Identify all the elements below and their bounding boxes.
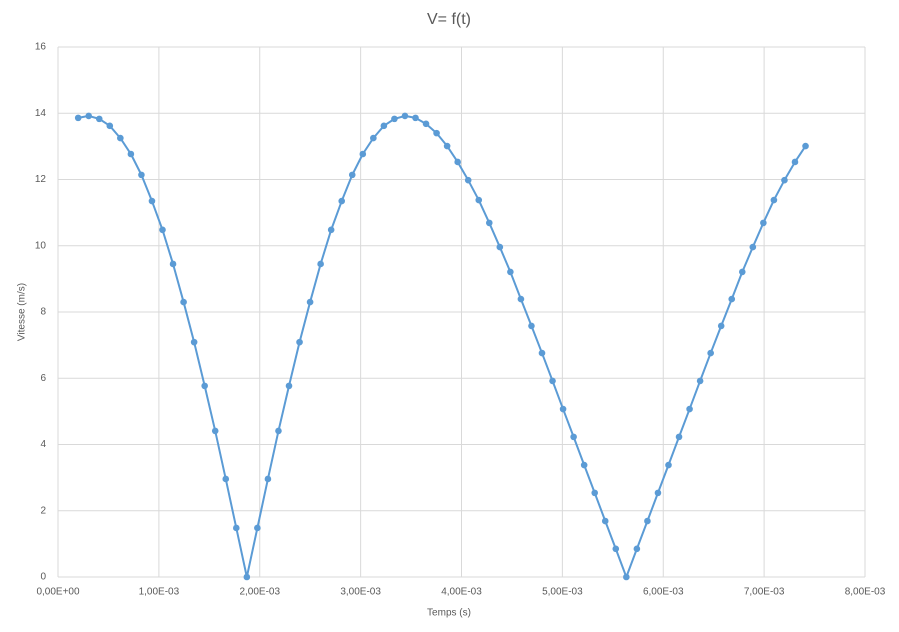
data-point: [306, 298, 314, 306]
data-point: [570, 433, 577, 441]
data-point: [391, 115, 398, 123]
y-tick-label: 10: [35, 240, 47, 251]
data-point: [359, 150, 367, 158]
data-point: [222, 475, 230, 483]
data-point: [380, 122, 388, 130]
data-point: [370, 134, 377, 142]
data-point: [633, 545, 641, 553]
data-point: [412, 114, 419, 122]
x-tick-label: 2,00E-03: [239, 587, 280, 598]
data-point: [580, 461, 588, 469]
data-point: [464, 176, 472, 184]
y-tick-label: 16: [35, 42, 47, 53]
data-point: [665, 461, 672, 469]
data-point: [686, 405, 693, 413]
y-axis-label: Vitesse (m/s): [17, 283, 28, 341]
data-point: [623, 573, 630, 581]
data-point: [675, 433, 683, 441]
y-tick-label: 6: [40, 373, 46, 384]
data-point: [148, 197, 156, 205]
y-tick-label: 4: [40, 439, 46, 450]
data-point: [401, 112, 409, 120]
data-point: [243, 573, 251, 581]
y-tick-label: 0: [40, 572, 46, 583]
data-point: [117, 134, 124, 142]
y-tick-label: 8: [40, 307, 46, 318]
data-point: [296, 338, 303, 346]
data-point: [127, 150, 135, 158]
data-point: [612, 545, 620, 553]
x-tick-label: 8,00E-03: [845, 587, 886, 598]
data-point: [601, 517, 609, 525]
data-point: [180, 298, 187, 306]
data-point: [254, 524, 261, 532]
data-point: [728, 295, 736, 303]
data-point: [232, 524, 240, 532]
y-tick-label: 12: [35, 174, 47, 185]
data-point: [496, 243, 504, 251]
data-point: [138, 171, 145, 179]
data-point: [169, 260, 177, 268]
data-point: [201, 382, 208, 390]
x-tick-label: 4,00E-03: [441, 587, 482, 598]
series-line: [77, 114, 807, 578]
x-tick-label: 5,00E-03: [542, 587, 583, 598]
data-point: [791, 158, 799, 166]
data-point: [95, 115, 103, 123]
x-tick-label: 3,00E-03: [340, 587, 381, 598]
chart-title: V= f(t): [427, 11, 471, 28]
data-point: [760, 219, 767, 227]
x-tick-label: 6,00E-03: [643, 587, 684, 598]
data-point: [517, 295, 525, 303]
data-point: [159, 226, 166, 234]
data-point: [443, 142, 451, 150]
data-point: [528, 322, 535, 330]
x-tick-label: 0,00E+00: [36, 587, 80, 598]
data-point: [738, 268, 746, 276]
data-point: [85, 112, 93, 120]
data-point: [696, 377, 704, 385]
data-point: [770, 196, 778, 204]
data-point: [190, 338, 198, 346]
data-point: [802, 142, 809, 150]
data-point: [422, 120, 430, 128]
data-point: [211, 427, 219, 435]
data-point: [591, 489, 599, 497]
data-point: [338, 197, 346, 205]
data-point: [348, 171, 356, 179]
data-point: [106, 122, 114, 130]
data-point: [454, 158, 461, 166]
data-point: [485, 219, 493, 227]
data-point: [264, 475, 272, 483]
data-point: [74, 114, 82, 122]
data-point: [559, 405, 567, 413]
data-point: [781, 176, 788, 184]
x-tick-label: 7,00E-03: [744, 587, 785, 598]
data-point: [285, 382, 293, 390]
data-point: [717, 322, 725, 330]
data-point: [644, 517, 651, 525]
data-point: [475, 196, 483, 204]
data-point: [538, 349, 546, 357]
x-tick-label: 1,00E-03: [139, 587, 180, 598]
data-point: [433, 129, 440, 137]
data-point: [549, 377, 556, 385]
data-point: [327, 226, 335, 234]
data-point: [749, 243, 757, 251]
y-tick-label: 2: [40, 505, 46, 516]
data-point: [317, 260, 324, 268]
data-point: [275, 427, 282, 435]
x-axis-label: Temps (s): [427, 608, 471, 619]
y-tick-label: 14: [35, 108, 47, 119]
data-point: [654, 489, 662, 497]
data-point: [707, 349, 714, 357]
data-point: [507, 268, 514, 276]
